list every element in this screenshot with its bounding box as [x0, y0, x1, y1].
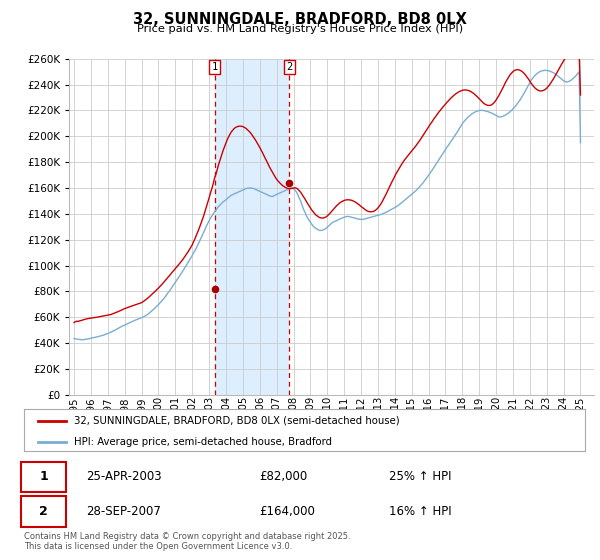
Text: HPI: Average price, semi-detached house, Bradford: HPI: Average price, semi-detached house,… [74, 437, 332, 446]
Text: 2: 2 [39, 505, 48, 518]
FancyBboxPatch shape [21, 496, 66, 527]
Text: 1: 1 [39, 470, 48, 483]
FancyBboxPatch shape [21, 461, 66, 492]
Text: 25-APR-2003: 25-APR-2003 [86, 470, 161, 483]
Bar [215, 59, 289, 395]
Text: 16% ↑ HPI: 16% ↑ HPI [389, 505, 451, 518]
Text: £164,000: £164,000 [260, 505, 316, 518]
Text: 25% ↑ HPI: 25% ↑ HPI [389, 470, 451, 483]
Text: 2: 2 [286, 62, 292, 72]
Text: £82,000: £82,000 [260, 470, 308, 483]
Text: 32, SUNNINGDALE, BRADFORD, BD8 0LX (semi-detached house): 32, SUNNINGDALE, BRADFORD, BD8 0LX (semi… [74, 416, 400, 426]
Text: Price paid vs. HM Land Registry's House Price Index (HPI): Price paid vs. HM Land Registry's House … [137, 24, 463, 34]
Text: 32, SUNNINGDALE, BRADFORD, BD8 0LX: 32, SUNNINGDALE, BRADFORD, BD8 0LX [133, 12, 467, 27]
Text: 28-SEP-2007: 28-SEP-2007 [86, 505, 161, 518]
Text: 1: 1 [211, 62, 218, 72]
Text: Contains HM Land Registry data © Crown copyright and database right 2025.
This d: Contains HM Land Registry data © Crown c… [24, 532, 350, 552]
